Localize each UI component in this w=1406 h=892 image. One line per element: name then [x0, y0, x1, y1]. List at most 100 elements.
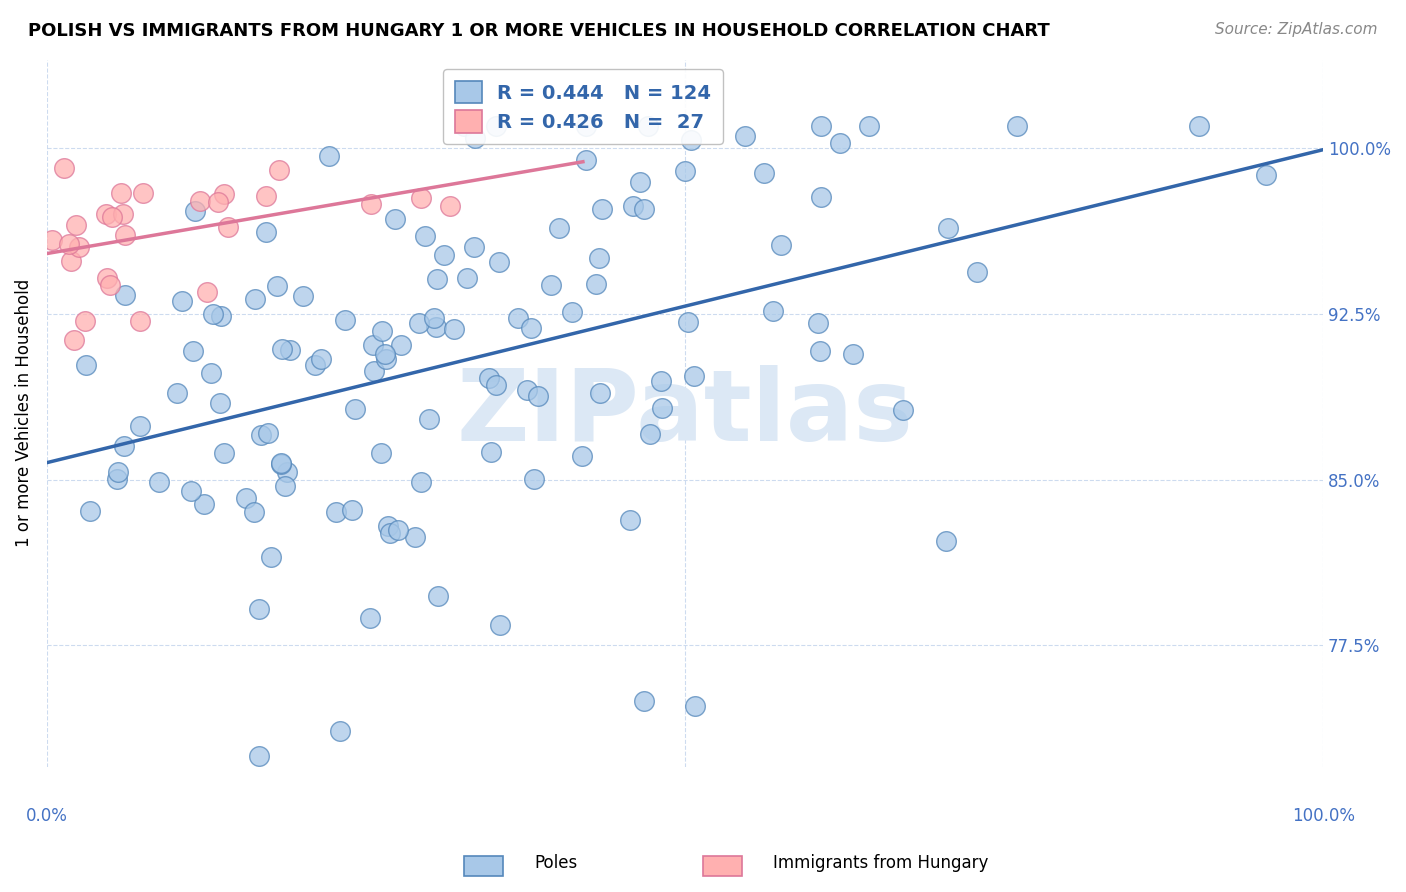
Point: [79, 504, 101, 518]
Point: [359, 611, 381, 625]
Point: [247, 602, 270, 616]
Point: [523, 472, 546, 486]
Point: [274, 479, 297, 493]
Point: [148, 475, 170, 490]
Point: [683, 369, 706, 384]
Text: ZIPatlas: ZIPatlas: [457, 365, 914, 462]
Point: [585, 277, 607, 292]
Point: [810, 119, 832, 133]
Point: [808, 343, 831, 358]
Point: [409, 191, 432, 205]
Point: [200, 366, 222, 380]
Point: [58, 237, 80, 252]
Point: [409, 475, 432, 489]
Point: [516, 384, 538, 398]
Point: [377, 518, 399, 533]
Point: [291, 289, 314, 303]
Point: [519, 321, 541, 335]
Text: 100.0%: 100.0%: [1292, 806, 1354, 824]
Point: [114, 228, 136, 243]
Point: [540, 278, 562, 293]
Point: [129, 314, 152, 328]
Point: [132, 186, 155, 200]
Point: [679, 133, 702, 147]
Point: [489, 617, 512, 632]
Point: [217, 219, 239, 234]
Point: [423, 310, 446, 325]
Point: [561, 304, 583, 318]
Point: [325, 505, 347, 519]
Point: [891, 402, 914, 417]
Point: [810, 190, 832, 204]
Point: [456, 271, 478, 285]
Point: [271, 342, 294, 356]
Point: [254, 225, 277, 239]
Point: [734, 129, 756, 144]
Point: [65, 219, 87, 233]
Point: [114, 288, 136, 302]
Point: [479, 444, 502, 458]
Point: [463, 239, 485, 253]
Point: [935, 534, 957, 549]
Point: [374, 352, 396, 367]
Point: [842, 347, 865, 361]
Point: [250, 427, 273, 442]
Point: [488, 254, 510, 268]
Point: [60, 254, 83, 268]
Point: [1005, 119, 1028, 133]
Point: [73, 314, 96, 328]
Point: [858, 119, 880, 133]
Point: [637, 119, 659, 133]
Point: [575, 153, 598, 167]
Point: [588, 252, 610, 266]
Point: [107, 465, 129, 479]
Point: [427, 589, 450, 603]
Point: [633, 694, 655, 708]
Point: [112, 439, 135, 453]
Point: [105, 472, 128, 486]
Point: [266, 279, 288, 293]
Point: [249, 748, 271, 763]
Text: Source: ZipAtlas.com: Source: ZipAtlas.com: [1215, 22, 1378, 37]
Point: [98, 278, 121, 293]
Point: [762, 304, 785, 318]
Point: [181, 344, 204, 359]
Point: [75, 359, 97, 373]
Point: [628, 175, 651, 189]
Point: [433, 248, 456, 262]
Point: [245, 292, 267, 306]
Point: [370, 324, 392, 338]
Point: [363, 364, 385, 378]
Point: [278, 343, 301, 358]
Point: [415, 229, 437, 244]
Point: [1188, 119, 1211, 133]
Point: [589, 386, 612, 401]
Point: [485, 378, 508, 392]
Point: [267, 163, 290, 178]
Point: [235, 491, 257, 506]
Point: [340, 503, 363, 517]
Point: [676, 315, 699, 329]
Point: [425, 319, 447, 334]
Point: [426, 272, 449, 286]
Point: [619, 513, 641, 527]
Point: [807, 316, 830, 330]
Point: [270, 457, 292, 471]
Point: [508, 310, 530, 325]
Point: [209, 310, 232, 324]
Point: [112, 207, 135, 221]
Point: [453, 119, 475, 133]
Point: [621, 199, 644, 213]
Point: [360, 197, 382, 211]
Point: [752, 166, 775, 180]
Point: [633, 202, 655, 216]
Point: [96, 270, 118, 285]
Point: [101, 211, 124, 225]
Point: [374, 347, 396, 361]
Text: POLISH VS IMMIGRANTS FROM HUNGARY 1 OR MORE VEHICLES IN HOUSEHOLD CORRELATION CH: POLISH VS IMMIGRANTS FROM HUNGARY 1 OR M…: [28, 22, 1050, 40]
Point: [242, 505, 264, 519]
Point: [571, 449, 593, 463]
Point: [260, 550, 283, 565]
Point: [41, 233, 63, 247]
Point: [370, 446, 392, 460]
